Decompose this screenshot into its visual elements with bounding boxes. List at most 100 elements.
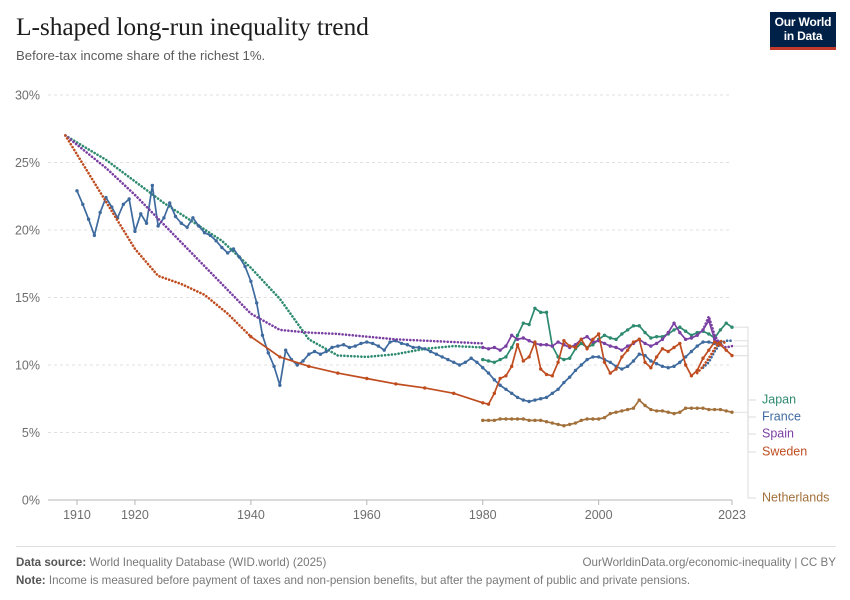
legend-label-france[interactable]: France <box>762 409 801 423</box>
data-point <box>202 231 207 235</box>
data-point <box>254 301 259 305</box>
data-point <box>417 345 421 350</box>
data-point <box>515 395 520 400</box>
data-point <box>614 337 618 342</box>
data-point <box>382 348 386 352</box>
data-point <box>620 355 624 359</box>
data-point <box>481 366 485 370</box>
data-point <box>463 360 468 364</box>
data-point <box>272 364 276 369</box>
data-point <box>539 343 543 347</box>
data-point <box>278 383 282 387</box>
data-point <box>521 336 526 340</box>
data-point <box>596 332 601 336</box>
data-point <box>86 217 91 221</box>
series-france <box>75 183 734 404</box>
data-point <box>730 353 734 358</box>
data-point <box>649 407 653 412</box>
data-point <box>724 321 728 325</box>
data-point <box>620 409 624 413</box>
data-point <box>504 344 508 348</box>
chart-footer: Data source: World Inequality Database (… <box>16 546 836 590</box>
data-point <box>707 340 711 344</box>
data-point <box>539 310 543 315</box>
page-title: L-shaped long-run inequality trend <box>16 12 369 41</box>
data-point <box>81 202 85 207</box>
data-point <box>312 349 317 354</box>
x-axis-tick-label: 1980 <box>469 508 497 522</box>
data-point <box>539 418 543 423</box>
data-point <box>724 409 728 413</box>
legend-label-spain[interactable]: Spain <box>762 426 794 440</box>
owid-logo[interactable]: Our World in Data <box>770 12 836 50</box>
data-point <box>521 398 526 402</box>
data-point <box>608 360 612 364</box>
legend-label-netherlands[interactable]: Netherlands <box>762 490 829 504</box>
data-point <box>307 364 311 369</box>
data-point <box>527 418 531 423</box>
data-point <box>220 245 224 250</box>
data-point <box>191 216 195 220</box>
data-point <box>243 264 247 269</box>
data-point <box>544 372 549 377</box>
data-point <box>139 212 143 216</box>
logo-line-2: in Data <box>783 29 823 43</box>
data-point <box>556 340 560 344</box>
data-point <box>527 339 531 343</box>
data-point <box>550 374 555 378</box>
data-point <box>654 341 659 346</box>
data-point <box>678 341 682 346</box>
data-point <box>567 375 572 379</box>
data-point <box>336 371 340 375</box>
data-point <box>185 225 189 229</box>
data-point <box>596 355 601 359</box>
legend-label-japan[interactable]: Japan <box>762 392 796 406</box>
data-point <box>654 334 659 339</box>
data-point <box>98 210 102 215</box>
data-point <box>718 343 723 347</box>
data-point <box>649 336 653 340</box>
data-point <box>591 417 595 421</box>
legend-label-sweden[interactable]: Sweden <box>762 444 807 458</box>
series-line-dotted <box>64 134 485 359</box>
data-point <box>527 399 531 404</box>
series-line-dotted <box>701 315 734 349</box>
data-point <box>666 349 670 354</box>
y-axis-tick-label: 5% <box>22 426 40 440</box>
series-netherlands <box>481 398 734 428</box>
data-point <box>533 340 537 344</box>
attribution-link[interactable]: OurWorldinData.org/economic-inequality |… <box>582 556 836 569</box>
data-point <box>533 306 537 310</box>
data-point <box>492 345 497 350</box>
data-point <box>492 391 497 396</box>
data-point <box>533 418 537 423</box>
data-point <box>567 344 572 348</box>
data-point <box>631 340 636 344</box>
data-point <box>544 395 549 400</box>
source-label: Data source: <box>16 556 87 569</box>
data-point <box>539 397 543 401</box>
data-point <box>608 371 612 375</box>
data-point <box>318 352 323 356</box>
series-line-dotted <box>695 339 728 375</box>
data-point <box>678 410 682 414</box>
data-point <box>701 340 705 344</box>
data-point <box>423 386 427 390</box>
data-point <box>515 333 520 337</box>
y-axis-tick-label: 20% <box>15 224 40 238</box>
data-point <box>504 417 508 421</box>
data-point <box>127 197 131 201</box>
data-point <box>365 376 369 381</box>
data-point <box>515 337 520 342</box>
data-point <box>510 417 514 421</box>
data-point <box>695 333 699 337</box>
data-point <box>492 378 497 382</box>
data-point <box>405 343 410 347</box>
data-point <box>602 360 607 364</box>
data-point <box>701 406 705 410</box>
data-point <box>168 201 172 205</box>
data-point <box>481 345 485 350</box>
source-text: World Inequality Database (WID.world) (2… <box>86 556 327 569</box>
data-point <box>121 202 126 207</box>
data-point <box>133 229 137 234</box>
